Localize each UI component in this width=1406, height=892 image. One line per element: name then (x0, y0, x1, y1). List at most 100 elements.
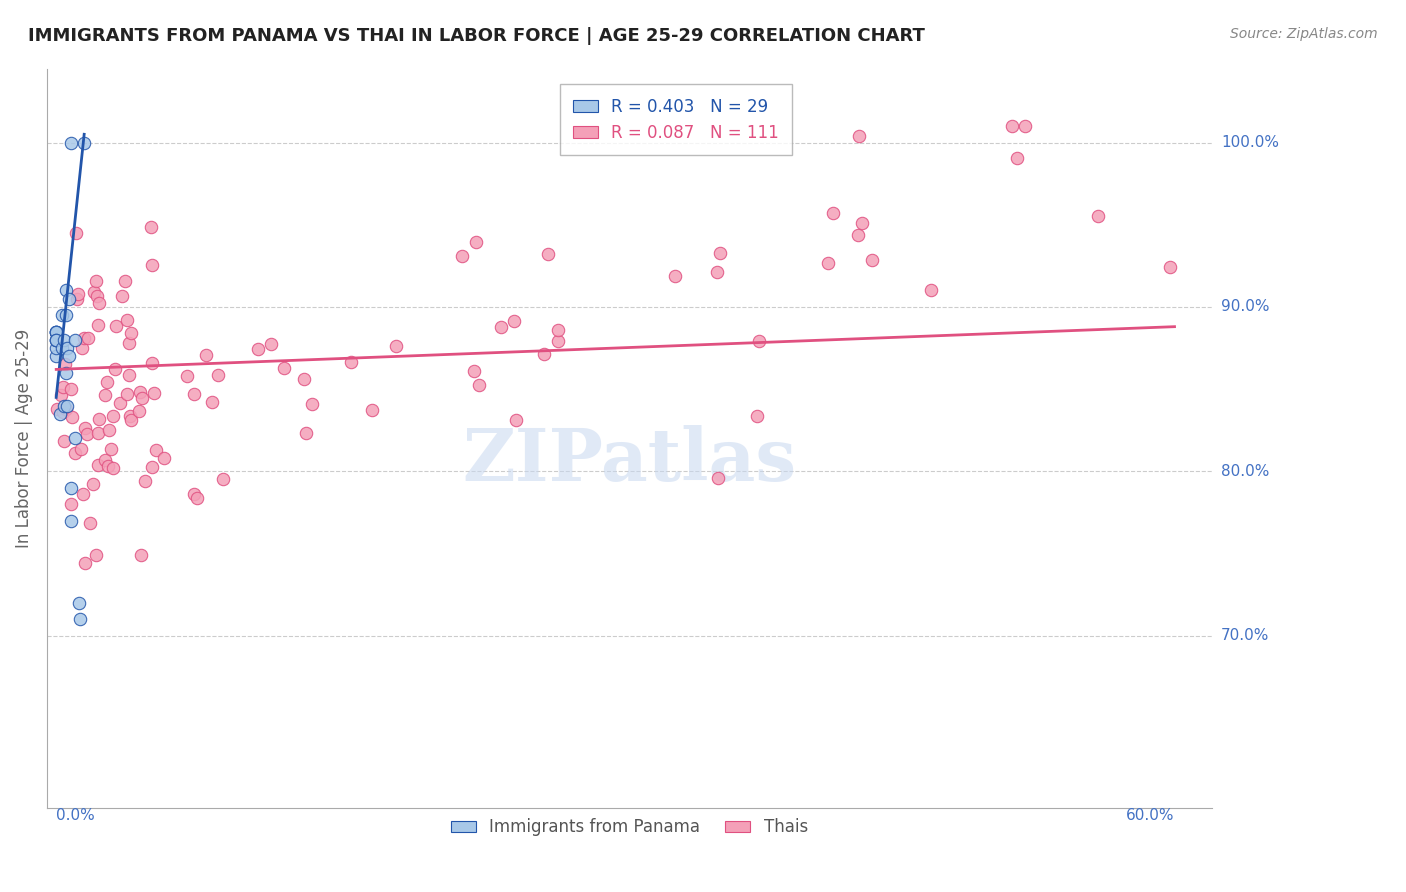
Point (120, 413, 142, 427)
Point (273, 360, 295, 375)
Text: Source: ZipAtlas.com: Source: ZipAtlas.com (1230, 27, 1378, 41)
Point (860, 253, 883, 268)
Point (70, 341, 93, 355)
Point (53, 357, 76, 371)
Point (51, 308, 73, 322)
Point (821, 205, 844, 219)
Point (101, 409, 124, 424)
Point (817, 256, 839, 270)
Point (709, 245, 731, 260)
Point (118, 409, 141, 424)
Point (45, 333, 67, 347)
Point (56, 341, 79, 355)
Point (748, 334, 770, 349)
Point (67, 596, 90, 610)
Point (361, 403, 384, 417)
Point (63, 333, 86, 347)
Point (87, 412, 110, 426)
Point (134, 474, 156, 488)
Point (465, 235, 488, 250)
Point (94, 387, 117, 401)
Text: ZIPatlas: ZIPatlas (463, 425, 796, 496)
Point (56, 399, 79, 413)
Point (86, 458, 108, 473)
Point (131, 392, 153, 406)
Point (52, 333, 75, 347)
Point (848, 227, 870, 242)
Point (45, 349, 67, 363)
Point (1014, 119, 1036, 133)
Text: 100.0%: 100.0% (1222, 135, 1279, 150)
Point (79, 516, 101, 530)
Point (65, 446, 87, 460)
Point (72, 487, 94, 501)
Point (45, 325, 67, 339)
Point (82, 477, 104, 491)
Point (246, 342, 269, 356)
Point (97, 459, 120, 474)
Point (547, 323, 569, 337)
Point (463, 363, 485, 377)
Point (60, 382, 83, 396)
Point (104, 318, 127, 333)
Point (52, 405, 75, 419)
Point (450, 249, 472, 263)
Point (339, 355, 361, 369)
Point (45, 341, 67, 355)
Point (260, 337, 283, 351)
Point (118, 336, 141, 351)
Point (537, 247, 560, 261)
Point (547, 334, 569, 349)
Point (49, 388, 72, 402)
Point (145, 442, 167, 457)
Text: 60.0%: 60.0% (1126, 808, 1174, 823)
Point (52, 380, 75, 394)
Point (75, 420, 97, 434)
Point (45, 333, 67, 347)
Point (1005, 151, 1028, 165)
Point (101, 460, 124, 475)
Point (55, 308, 77, 322)
Point (69, 612, 91, 626)
Point (87, 426, 110, 441)
Point (96, 375, 118, 389)
Point (118, 368, 141, 383)
Point (73, 556, 96, 570)
Point (58, 349, 80, 363)
Point (141, 459, 163, 474)
Point (207, 368, 229, 382)
Point (141, 258, 163, 272)
Point (114, 274, 136, 288)
Point (115, 387, 138, 401)
Point (60, 136, 83, 150)
Point (385, 338, 408, 352)
Point (129, 385, 152, 400)
Point (59, 497, 82, 511)
Point (295, 426, 318, 441)
Point (66, 292, 89, 306)
Point (848, 129, 870, 144)
Point (45, 325, 67, 339)
Point (63, 432, 86, 446)
Point (65, 226, 87, 240)
Point (920, 283, 942, 297)
Point (491, 320, 513, 334)
Point (89, 296, 111, 310)
Point (73, 136, 96, 150)
Point (45, 333, 67, 347)
Point (664, 268, 686, 283)
Point (139, 220, 162, 235)
Point (52, 399, 75, 413)
Point (183, 487, 205, 501)
Point (505, 413, 527, 427)
Point (84, 548, 107, 562)
Legend: Immigrants from Panama, Thais: Immigrants from Panama, Thais (443, 810, 815, 845)
Point (186, 491, 208, 505)
Point (55, 366, 77, 380)
Text: 70.0%: 70.0% (1222, 628, 1270, 643)
Point (100, 442, 122, 456)
Point (76, 427, 98, 442)
Point (141, 356, 163, 370)
Point (98, 424, 121, 438)
Point (45, 325, 67, 339)
